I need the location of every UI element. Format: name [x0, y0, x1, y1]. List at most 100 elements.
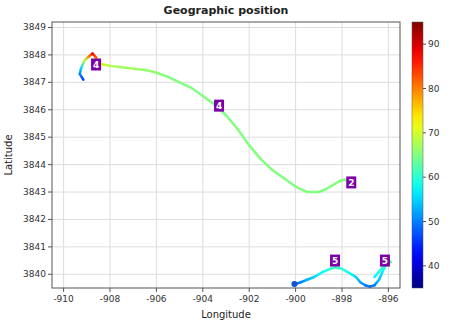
label-text: 5 — [332, 256, 338, 266]
y-grid-line — [52, 109, 400, 110]
colorbar-tick — [423, 44, 426, 45]
y-tick — [48, 192, 52, 193]
track-segment — [156, 73, 168, 77]
x-tick — [63, 288, 64, 292]
title: Geographic position — [164, 4, 289, 17]
label-text: 4 — [216, 101, 222, 111]
x-tick — [388, 288, 389, 292]
x-tick-label: -906 — [146, 294, 167, 304]
label-text: 4 — [93, 60, 99, 70]
track-segment — [226, 115, 238, 129]
x-tick — [110, 288, 111, 292]
x-tick-label: -910 — [53, 294, 74, 304]
x-grid-line — [156, 22, 157, 288]
point — [291, 281, 297, 287]
label-box — [380, 255, 390, 267]
label-box — [346, 176, 356, 188]
x-grid-line — [249, 22, 250, 288]
label-box — [214, 100, 224, 112]
y-tick — [48, 137, 52, 138]
y-tick — [48, 27, 52, 28]
track-segment — [122, 67, 134, 68]
colorbar-tick-label: 60 — [428, 172, 440, 182]
track-segment — [296, 187, 308, 192]
x-tick-label: -904 — [193, 294, 214, 304]
y-tick-label: 3840 — [23, 269, 46, 279]
x-tick-label: -908 — [100, 294, 121, 304]
x-grid-line — [342, 22, 343, 288]
y-tick-label: 3848 — [23, 50, 46, 60]
x-grid-line — [110, 22, 111, 288]
x-grid-line — [202, 22, 203, 288]
x-tick — [295, 288, 296, 292]
y-grid-line — [52, 137, 400, 138]
label-box — [91, 59, 101, 71]
track-segment — [180, 82, 192, 87]
y-tick — [48, 164, 52, 165]
x-axis-label: Longitude — [201, 309, 251, 320]
colorbar — [412, 22, 423, 288]
y-tick-label: 3843 — [23, 187, 46, 197]
track-segment — [284, 178, 296, 186]
y-tick — [48, 219, 52, 220]
colorbar-tick-label: 40 — [428, 261, 440, 271]
x-tick-label: -902 — [239, 294, 259, 304]
y-tick — [48, 246, 52, 247]
x-grid-line — [388, 22, 389, 288]
y-grid-line — [52, 54, 400, 55]
y-tick-label: 3849 — [23, 22, 46, 32]
data — [80, 54, 391, 287]
y-tick-label: 3842 — [23, 214, 46, 224]
y-tick — [48, 109, 52, 110]
track-segment — [133, 69, 145, 70]
y-axis-label: Latitude — [3, 134, 14, 175]
track-segment — [81, 60, 84, 68]
colorbar-tick — [423, 221, 426, 222]
y-tick-label: 3847 — [23, 77, 46, 87]
track-segment — [307, 191, 319, 194]
colorbar-tick — [423, 265, 426, 266]
track-segment — [374, 272, 379, 277]
x-tick-label: -898 — [332, 294, 353, 304]
track-segment — [249, 145, 261, 159]
colorbar-tick — [423, 132, 426, 133]
x-tick — [342, 288, 343, 292]
label-text: 2 — [348, 178, 354, 188]
x-tick — [156, 288, 157, 292]
track-segment — [272, 170, 284, 178]
y-tick-label: 3845 — [23, 132, 46, 142]
track-segment — [191, 88, 203, 96]
plot-frame — [52, 22, 400, 288]
x-tick — [249, 288, 250, 292]
label-text: 5 — [382, 256, 388, 266]
y-tick — [48, 82, 52, 83]
colorbar-tick-label: 90 — [428, 39, 440, 49]
colorbar-tick-label: 70 — [428, 128, 440, 138]
y-tick-label: 3841 — [23, 242, 46, 252]
y-grid-line — [52, 82, 400, 83]
y-tick — [48, 274, 52, 275]
track-segment — [110, 66, 122, 67]
track-segment — [261, 159, 273, 170]
track-segment — [238, 129, 250, 145]
y-grid-line — [52, 164, 400, 165]
colorbar-tick-label: 80 — [428, 84, 440, 94]
y-grid-line — [52, 27, 400, 28]
y-tick — [48, 54, 52, 55]
grid — [52, 22, 400, 288]
y-grid-line — [52, 219, 400, 220]
colorbar-tick — [423, 177, 426, 178]
x-tick — [202, 288, 203, 292]
colorbar-tick-label: 50 — [428, 217, 440, 227]
x-grid-line — [295, 22, 296, 288]
y-grid-line — [52, 246, 400, 247]
track-segment — [168, 77, 180, 82]
label-box — [330, 255, 340, 267]
chart: -910 -908 -906 -904 -902 -900 -898 -896 3840 3841… — [0, 0, 466, 328]
y-grid-line — [52, 192, 400, 193]
x-grid-line — [63, 22, 64, 288]
colorbar-tick — [423, 88, 426, 89]
x-tick-label: -896 — [378, 294, 399, 304]
x-tick-label: -900 — [285, 294, 306, 304]
plot-area — [52, 22, 400, 288]
